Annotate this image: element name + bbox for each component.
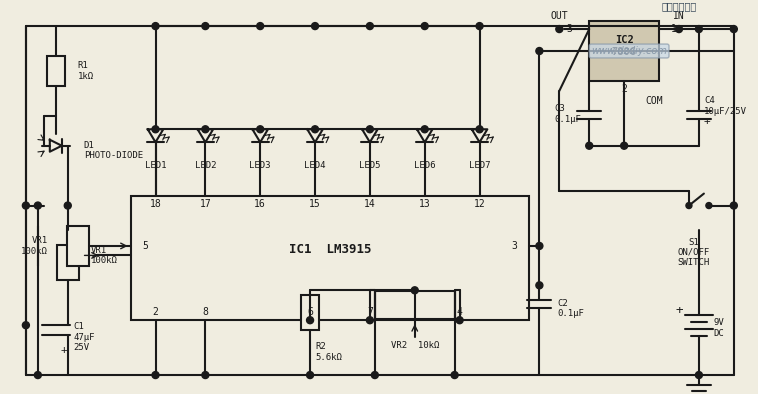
Text: IC1  LM3915: IC1 LM3915 — [289, 243, 371, 256]
Text: C1
47μF
25V: C1 47μF 25V — [74, 322, 96, 352]
Circle shape — [695, 372, 703, 379]
Text: LED7: LED7 — [468, 161, 490, 170]
Circle shape — [34, 202, 42, 209]
Circle shape — [152, 126, 159, 133]
Circle shape — [371, 372, 378, 379]
Circle shape — [366, 126, 374, 133]
FancyBboxPatch shape — [67, 226, 89, 266]
Text: 5: 5 — [143, 241, 149, 251]
Text: 6: 6 — [307, 307, 313, 317]
Circle shape — [476, 22, 483, 30]
Text: OUT: OUT — [550, 11, 568, 21]
Circle shape — [306, 317, 314, 324]
Text: LED4: LED4 — [304, 161, 326, 170]
Circle shape — [706, 203, 712, 208]
Text: VR2  10kΩ: VR2 10kΩ — [390, 341, 439, 349]
Text: 2: 2 — [152, 307, 158, 317]
Circle shape — [586, 142, 593, 149]
Circle shape — [257, 22, 264, 30]
Text: 3: 3 — [512, 241, 518, 251]
Text: LED1: LED1 — [145, 161, 166, 170]
Text: 7: 7 — [367, 307, 373, 317]
Circle shape — [675, 26, 682, 33]
Circle shape — [730, 26, 738, 33]
Text: 9V
DC: 9V DC — [714, 318, 725, 338]
Circle shape — [152, 22, 159, 30]
Text: 电子制作天地: 电子制作天地 — [661, 1, 697, 11]
Text: 15: 15 — [309, 199, 321, 208]
Text: LED2: LED2 — [195, 161, 216, 170]
Circle shape — [476, 126, 483, 133]
Circle shape — [536, 242, 543, 249]
Circle shape — [686, 203, 692, 208]
Circle shape — [23, 202, 30, 209]
FancyBboxPatch shape — [57, 245, 79, 281]
FancyBboxPatch shape — [130, 195, 529, 320]
Text: C3
0.1μF: C3 0.1μF — [554, 104, 581, 124]
Text: R1
1kΩ: R1 1kΩ — [78, 61, 94, 81]
Circle shape — [421, 22, 428, 30]
Circle shape — [536, 48, 543, 54]
Text: C4
10μF/25V: C4 10μF/25V — [704, 96, 747, 115]
Circle shape — [312, 22, 318, 30]
Circle shape — [366, 22, 374, 30]
Circle shape — [257, 126, 264, 133]
Text: LED5: LED5 — [359, 161, 381, 170]
Circle shape — [451, 372, 458, 379]
Text: IN: IN — [673, 11, 684, 21]
Circle shape — [312, 126, 318, 133]
Text: +: + — [61, 345, 67, 355]
Text: 13: 13 — [419, 199, 431, 208]
Circle shape — [202, 22, 209, 30]
Text: D1
PHOTO-DIODE: D1 PHOTO-DIODE — [83, 141, 143, 160]
Circle shape — [202, 372, 209, 379]
Text: 14: 14 — [364, 199, 376, 208]
Text: 18: 18 — [149, 199, 161, 208]
Text: 2: 2 — [622, 84, 627, 94]
Circle shape — [730, 202, 738, 209]
Text: 4: 4 — [456, 307, 462, 317]
Text: C2
0.1μF: C2 0.1μF — [557, 299, 584, 318]
Text: VR1
100kΩ: VR1 100kΩ — [21, 236, 48, 256]
FancyBboxPatch shape — [301, 295, 319, 330]
Circle shape — [23, 322, 30, 329]
Text: VR1
100kΩ: VR1 100kΩ — [91, 246, 117, 265]
FancyBboxPatch shape — [375, 291, 455, 319]
Text: +: + — [675, 304, 683, 317]
FancyBboxPatch shape — [589, 21, 659, 81]
Text: R2
5.6kΩ: R2 5.6kΩ — [315, 342, 342, 362]
Circle shape — [202, 126, 209, 133]
Circle shape — [306, 372, 314, 379]
Text: +: + — [704, 116, 711, 126]
Circle shape — [536, 282, 543, 289]
Circle shape — [421, 126, 428, 133]
Circle shape — [64, 202, 71, 209]
Circle shape — [695, 26, 703, 33]
Text: 1: 1 — [671, 24, 677, 34]
Circle shape — [412, 287, 418, 294]
Text: COM: COM — [645, 96, 662, 106]
Text: www.dzdiy.com: www.dzdiy.com — [591, 46, 667, 56]
Circle shape — [621, 142, 628, 149]
Text: LED3: LED3 — [249, 161, 271, 170]
Circle shape — [456, 317, 463, 324]
Circle shape — [556, 26, 562, 33]
Text: IC2
7806: IC2 7806 — [612, 35, 637, 57]
Circle shape — [152, 372, 159, 379]
Text: S1
ON/OFF
SWITCH: S1 ON/OFF SWITCH — [678, 238, 710, 267]
FancyBboxPatch shape — [47, 56, 64, 86]
Text: 12: 12 — [474, 199, 485, 208]
Text: LED6: LED6 — [414, 161, 435, 170]
Text: 8: 8 — [202, 307, 208, 317]
Text: 3: 3 — [566, 24, 572, 34]
Text: 17: 17 — [199, 199, 211, 208]
Circle shape — [34, 372, 42, 379]
Circle shape — [366, 317, 374, 324]
Text: 16: 16 — [255, 199, 266, 208]
